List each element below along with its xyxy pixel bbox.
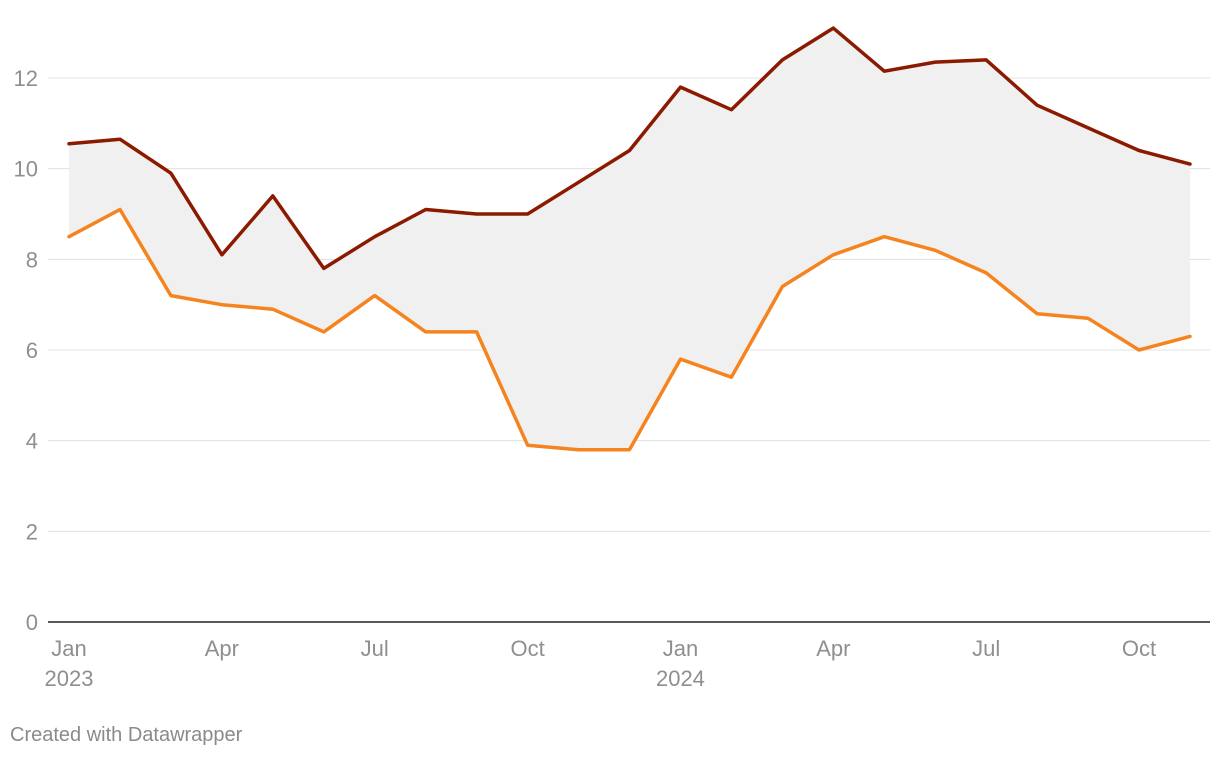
x-tick-label: Oct — [1122, 636, 1156, 661]
x-tick-label: Jan — [51, 636, 86, 661]
y-tick-label: 4 — [26, 429, 38, 454]
x-tick-year-label: 2023 — [45, 666, 94, 691]
x-tick-label: Jul — [972, 636, 1000, 661]
series-line-2 — [67, 207, 1192, 452]
x-tick-year-label: 2024 — [656, 666, 705, 691]
y-tick-label: 6 — [26, 338, 38, 363]
y-tick-label: 2 — [26, 519, 38, 544]
credit-text: Created with Datawrapper — [10, 724, 243, 746]
y-axis-tick-labels: 0 2 4 6 8 10 12 — [14, 66, 38, 635]
x-axis-tick-labels: Jan 2023 Apr Jul Oct Jan 2024 Apr Jul Oct — [45, 636, 1157, 691]
x-tick-label: Jan — [663, 636, 698, 661]
y-tick-label: 8 — [26, 247, 38, 272]
x-tick-label: Apr — [816, 636, 850, 661]
y-tick-label: 0 — [26, 610, 38, 635]
y-tick-label: 10 — [14, 157, 38, 182]
line-chart: 0 2 4 6 8 10 12 Jan 2023 Apr Jul Oct Jan 2024 Apr Jul O… — [14, 26, 1210, 691]
x-tick-label: Apr — [205, 636, 239, 661]
x-tick-label: Oct — [510, 636, 544, 661]
x-tick-label: Jul — [361, 636, 389, 661]
range-band-area — [69, 28, 1190, 450]
series-line-1 — [67, 26, 1192, 271]
y-tick-label: 12 — [14, 66, 38, 91]
series-lines — [67, 26, 1192, 452]
